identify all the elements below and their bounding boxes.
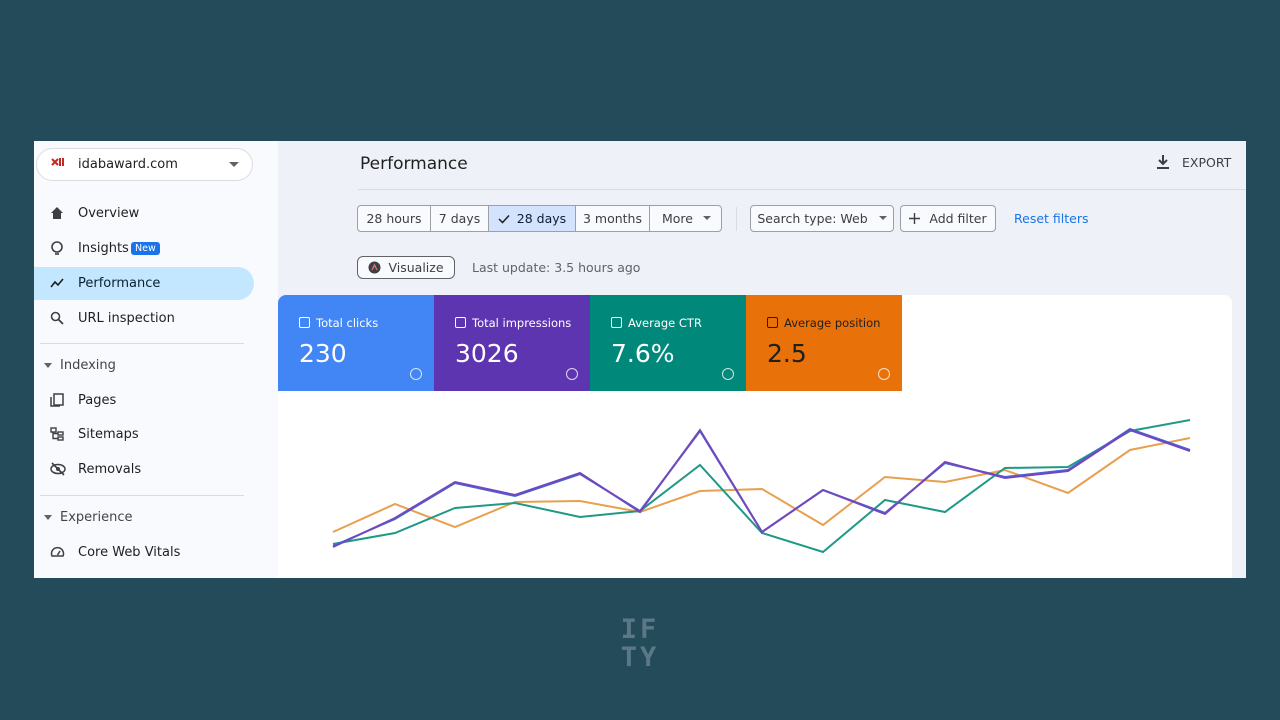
metric-card[interactable]: Total impressions 3026 <box>434 295 590 391</box>
checkbox <box>767 317 778 328</box>
metric-card[interactable]: Average CTR 7.6% <box>590 295 746 391</box>
checkbox <box>611 317 622 328</box>
performance-chart <box>332 419 1191 554</box>
gauge-icon <box>50 546 65 557</box>
metric-card[interactable]: Total clicks 230 <box>278 295 434 391</box>
visualize-icon <box>368 261 381 274</box>
section-title[interactable]: Experience <box>60 510 133 525</box>
dropdown-arrow <box>229 162 239 167</box>
new-badge: New <box>131 242 160 255</box>
reset-filters-link[interactable]: Reset filters <box>1014 211 1089 226</box>
range-label: More <box>662 211 693 226</box>
export-label: EXPORT <box>1182 154 1232 170</box>
range-label: 28 days <box>516 211 567 226</box>
checkbox <box>455 317 466 328</box>
nav-label: Sitemaps <box>78 427 139 442</box>
metric-value: 3026 <box>455 339 519 368</box>
search-icon <box>50 311 64 325</box>
home-icon <box>51 207 63 219</box>
add-filter-label: Add filter <box>929 211 987 226</box>
plus-icon <box>909 213 921 224</box>
page-title: Performance <box>360 154 468 174</box>
nav-item[interactable]: Insights New <box>34 232 254 265</box>
add-filter-button[interactable]: Add filter <box>900 205 996 232</box>
pages-icon <box>50 393 64 407</box>
nav-item[interactable]: Core Web Vitals <box>34 536 254 569</box>
help-icon <box>566 368 578 380</box>
sidebar: idabaward.com Overview Insights New Perf… <box>34 141 278 578</box>
orange-line <box>332 437 1191 533</box>
metric-value: 2.5 <box>767 339 807 368</box>
nav-label: URL inspection <box>78 311 175 326</box>
nav-item[interactable]: Pages <box>34 384 254 417</box>
help-icon <box>878 368 890 380</box>
nav-label: Core Web Vitals <box>78 545 181 560</box>
nav-label: Insights <box>78 241 129 256</box>
blue-line <box>332 427 1191 547</box>
nav-item[interactable]: Overview <box>34 197 254 230</box>
range-option[interactable]: 3 months <box>576 206 650 231</box>
site-selector[interactable]: idabaward.com <box>36 148 253 181</box>
bulb-icon <box>51 241 63 255</box>
nav-item[interactable]: URL inspection <box>34 302 254 335</box>
range-more[interactable]: More <box>650 206 721 231</box>
nav-label: Removals <box>78 462 142 477</box>
collapse-arrow <box>44 363 52 368</box>
metric-label: Total clicks <box>316 316 379 330</box>
sitemap-icon <box>50 427 64 441</box>
site-name: idabaward.com <box>78 157 178 172</box>
nav-label: Performance <box>78 276 161 291</box>
watermark: IF TY <box>612 616 668 672</box>
export-button[interactable]: EXPORT <box>1156 152 1231 172</box>
removals-icon <box>50 462 66 476</box>
range-option-selected[interactable]: 28 days <box>489 206 576 231</box>
download-icon <box>1157 155 1169 169</box>
check-icon <box>498 214 510 224</box>
dropdown-arrow <box>703 216 711 220</box>
nav-label: Pages <box>78 393 117 408</box>
metric-label: Total impressions <box>472 316 572 330</box>
divider <box>40 343 244 344</box>
last-update: Last update: 3.5 hours ago <box>472 260 641 275</box>
metric-value: 7.6% <box>611 339 675 368</box>
nav-item[interactable]: Sitemaps <box>34 418 254 451</box>
header-divider <box>358 189 1246 190</box>
collapse-arrow <box>44 515 52 520</box>
search-type-label: Search type: Web <box>757 211 868 226</box>
metric-label: Average CTR <box>628 316 702 330</box>
metric-card[interactable]: Average position 2.5 <box>746 295 902 391</box>
help-icon <box>410 368 422 380</box>
watermark-line: IF <box>620 614 660 645</box>
search-console-window: idabaward.com Overview Insights New Perf… <box>34 141 1246 578</box>
date-range-group: 28 hours 7 days 28 days 3 months More <box>357 205 722 232</box>
nav-item-active[interactable]: Performance <box>34 267 254 300</box>
checkbox <box>299 317 310 328</box>
range-option[interactable]: 7 days <box>431 206 489 231</box>
site-icon <box>51 158 64 166</box>
nav-item[interactable]: Removals <box>34 453 254 486</box>
metric-label: Average position <box>784 316 881 330</box>
section-title[interactable]: Indexing <box>60 358 116 373</box>
purple-line <box>332 428 1191 548</box>
divider <box>40 495 244 496</box>
metric-value: 230 <box>299 339 347 368</box>
range-option[interactable]: 28 hours <box>358 206 431 231</box>
nav-label: Overview <box>78 206 140 221</box>
search-type-button[interactable]: Search type: Web <box>750 205 894 232</box>
dropdown-arrow <box>878 216 887 220</box>
visualize-label: Visualize <box>388 260 444 275</box>
visualize-button[interactable]: Visualize <box>357 256 455 279</box>
watermark-line: TY <box>620 642 660 673</box>
divider <box>736 207 737 231</box>
trend-icon <box>50 278 64 288</box>
help-icon <box>722 368 734 380</box>
